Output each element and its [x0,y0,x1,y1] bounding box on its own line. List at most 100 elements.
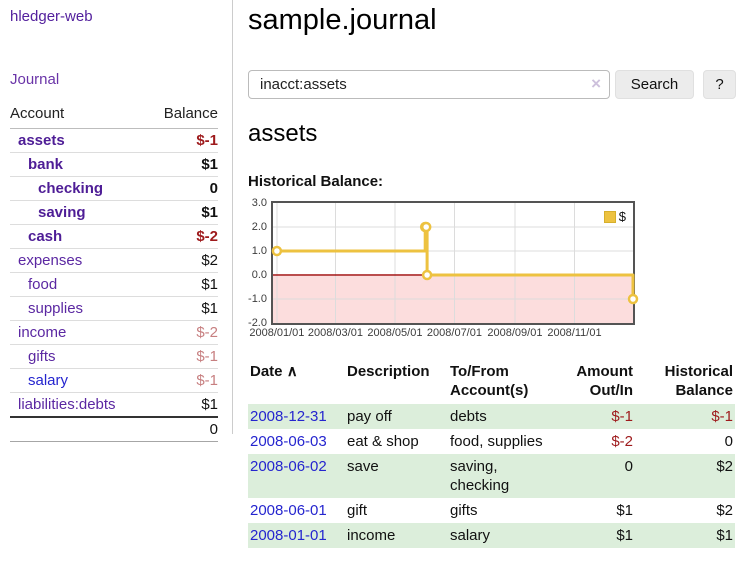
account-link-food[interactable]: food [28,276,58,293]
register-header-accounts-line1: To/From [450,363,509,380]
account-balance: $-1 [147,344,218,369]
accounts-header-balance: Balance [147,102,218,129]
legend-swatch-icon [603,210,616,223]
accounts-total-balance: 0 [10,416,218,442]
transaction-balance: $1 [716,527,733,544]
y-tick-label: 1.0 [251,245,267,257]
account-link-income[interactable]: income [18,324,67,341]
account-row: supplies $1 [10,296,218,321]
account-row: checking 0 [10,176,218,201]
transaction-accounts: gifts [450,502,478,519]
app-title-link[interactable]: hledger-web [10,8,93,25]
account-link-salary[interactable]: salary [28,372,69,389]
accounts-total-row: 0 [10,416,218,442]
account-row: food $1 [10,272,218,297]
account-balance: $1 [147,272,218,297]
register-header-amount-line1: Amount [576,363,633,380]
account-link-bank[interactable]: bank [28,156,64,173]
account-row: saving $1 [10,200,218,225]
search-input-wrap: × [248,70,610,99]
account-link-supplies[interactable]: supplies [28,300,84,317]
transaction-balance: 0 [724,433,733,450]
transaction-date-cell: 2008-06-02 [248,454,345,498]
transaction-date-link[interactable]: 2008-06-03 [250,433,327,450]
account-row: liabilities:debts $1 [10,392,218,418]
account-row: expenses $2 [10,248,218,273]
account-name-cell: liabilities:debts [10,392,148,418]
transaction-accounts: debts [450,408,487,425]
transaction-amount: $1 [616,502,633,519]
transaction-date-cell: 2008-06-03 [248,429,345,454]
legend-label: $ [618,209,626,224]
transaction-balance: $-1 [711,408,733,425]
account-link-cash[interactable]: cash [28,228,63,245]
transaction-row: 2008-06-01 gift gifts $1 $2 [248,498,735,523]
transaction-row: 2008-06-02 save saving, checking 0 $2 [248,454,735,498]
transaction-accounts: saving, checking [450,458,510,494]
register-table: Date ∧ Description To/From Account(s) Am… [248,358,735,548]
register-header-amount: Amount Out/In [560,358,635,404]
transaction-date-link[interactable]: 2008-06-02 [250,458,327,475]
account-link-assets[interactable]: assets [18,132,65,149]
register-header-description: Description [347,363,430,380]
transaction-description: income [347,527,396,544]
account-balance: $1 [147,200,218,225]
register-header-accounts: To/From Account(s) [448,358,560,404]
account-link-saving[interactable]: saving [38,204,86,221]
account-link-liabilities-debts[interactable]: liabilities:debts [18,396,116,413]
sort-asc-icon: ∧ [286,363,298,380]
register-body: 2008-12-31 pay off debts $-1 $-1 2008-06-03 ea… [248,404,735,548]
account-link-gifts[interactable]: gifts [28,348,56,365]
search-button[interactable]: Search [615,70,694,99]
transaction-date-link[interactable]: 2008-01-01 [250,527,327,544]
accounts-header-account: Account [10,102,148,129]
transaction-accounts: food, supplies [450,433,543,450]
transaction-date-link[interactable]: 2008-06-01 [250,502,327,519]
account-balance: $-1 [147,128,218,153]
sidebar-item-journal[interactable]: Journal [10,71,60,88]
register-header-date-label: Date [250,363,283,380]
transaction-description: pay off [347,408,392,425]
transaction-amount: $-1 [611,408,633,425]
account-balance: $-2 [147,320,218,345]
chart-plot: $ [271,201,639,325]
x-tick-label: 2008/05/01 [367,327,423,339]
account-balance: $2 [147,248,218,273]
transaction-amount: $-2 [611,433,633,450]
x-tick-label: 2008/11/01 [547,327,602,339]
register-header-balance: Historical Balance [635,358,735,404]
help-button[interactable]: ? [703,70,736,99]
y-tick-label: -2.0 [248,317,267,329]
account-balance: 0 [147,176,218,201]
register-header-accounts-line2: Account(s) [450,382,529,399]
account-balance: $-2 [147,224,218,249]
search-input[interactable] [248,70,610,99]
register-header-date[interactable]: Date ∧ [248,358,345,404]
transaction-amount: $1 [616,527,633,544]
account-link-checking[interactable]: checking [38,180,104,197]
account-name-cell: bank [10,152,148,177]
transaction-amount: 0 [624,458,633,475]
account-balance: $1 [147,152,218,177]
transaction-date-cell: 2008-12-31 [248,404,345,429]
y-tick-label: 0.0 [251,269,267,281]
transaction-accounts: salary [450,527,491,544]
transaction-description: save [347,458,379,475]
account-name-cell: checking [10,176,148,201]
register-header-balance-line2: Balance [675,382,733,399]
x-tick-label: 2008/07/01 [426,327,482,339]
account-link-expenses[interactable]: expenses [18,252,83,269]
account-name-cell: income [10,320,148,345]
x-tick-label: 2008/01/01 [249,327,305,339]
chart-canvas [271,203,639,323]
clear-search-icon[interactable]: × [591,74,601,93]
y-tick-label: 3.0 [251,197,267,209]
y-tick-label: 2.0 [251,221,267,233]
account-name-cell: gifts [10,344,148,369]
x-tick-label: 2008/09/01 [487,327,543,339]
register-header-row: Date ∧ Description To/From Account(s) Am… [248,358,735,404]
register-header-amount-line2: Out/In [589,382,633,399]
transaction-date-link[interactable]: 2008-12-31 [250,408,327,425]
account-name-cell: assets [10,128,148,153]
account-row: income $-2 [10,320,218,345]
